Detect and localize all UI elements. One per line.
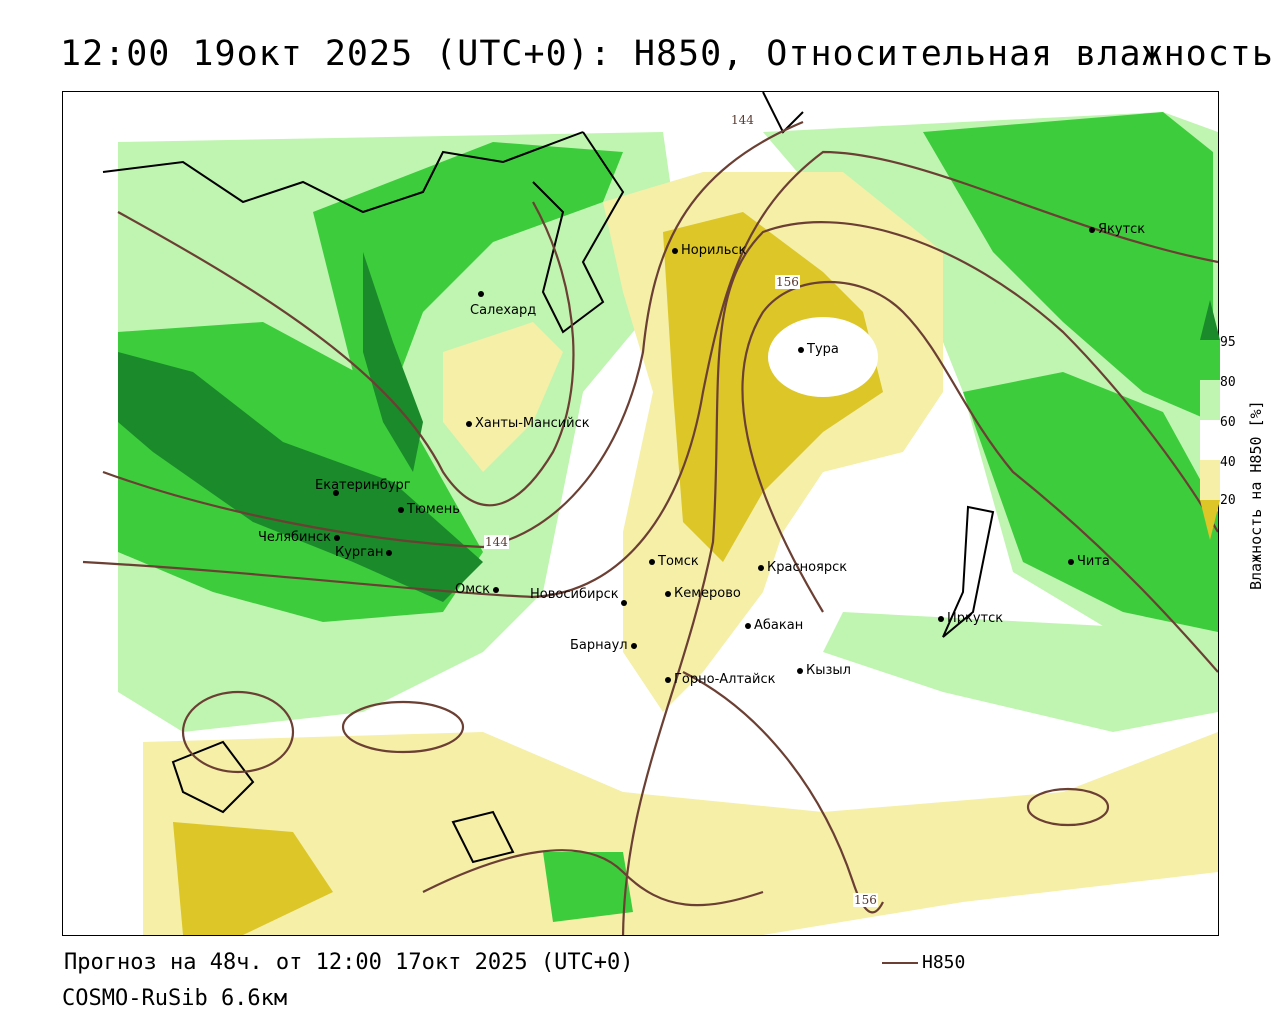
city-dot-icon <box>630 642 637 649</box>
city-marker <box>621 600 627 606</box>
city-label: Челябинск <box>258 530 332 545</box>
city-marker: Ханты-Мансийск <box>466 416 590 431</box>
colorbar-tick: 20 <box>1220 493 1236 508</box>
colorbar-tick: 95 <box>1220 335 1236 350</box>
city-marker: Екатеринбург <box>315 478 411 493</box>
city-dot-icon <box>334 534 341 541</box>
city-label: Кемерово <box>674 586 741 601</box>
city-label: Омск <box>455 582 491 597</box>
city-dot-icon <box>1068 558 1074 565</box>
model-name: COSMO-RuSib 6.6км <box>62 986 288 1011</box>
humidity-field <box>63 92 1218 935</box>
city-marker: Новосибирск <box>530 587 619 602</box>
map-area[interactable] <box>62 91 1219 936</box>
city-dot-icon <box>478 291 484 297</box>
colorbar-tick: 80 <box>1220 375 1236 390</box>
city-label: Якутск <box>1098 222 1146 237</box>
city-marker: Омск <box>455 582 500 597</box>
city-label: Иркутск <box>947 611 1004 626</box>
city-dot-icon <box>665 590 671 597</box>
colorbar-title: Влажность на H850 [%] <box>1247 400 1265 590</box>
city-marker: Тура <box>798 342 839 357</box>
city-marker: Кызыл <box>797 663 851 678</box>
city-label: Томск <box>658 554 699 569</box>
isoline-label: 156 <box>775 275 800 289</box>
city-marker: Томск <box>649 554 699 569</box>
city-dot-icon <box>649 558 655 565</box>
isoline-label: 144 <box>730 113 755 127</box>
city-marker <box>333 490 339 496</box>
city-dot-icon <box>938 615 944 622</box>
city-label: Барнаул <box>570 638 628 653</box>
forecast-info: Прогноз на 48ч. от 12:00 17окт 2025 (UTC… <box>64 950 634 975</box>
city-marker: Барнаул <box>570 638 637 653</box>
city-dot-icon <box>798 346 804 353</box>
city-label: Тура <box>807 342 839 357</box>
map-title: 12:00 19окт 2025 (UTC+0): H850, Относите… <box>60 34 1274 74</box>
city-dot-icon <box>1089 226 1095 233</box>
legend-label: H850 <box>922 952 966 973</box>
city-marker: Кемерово <box>665 586 741 601</box>
city-label: Екатеринбург <box>315 478 411 493</box>
city-dot-icon <box>665 676 671 683</box>
isoline-legend: H850 <box>882 952 965 973</box>
colorbar-tick: 60 <box>1220 415 1236 430</box>
colorbar <box>1200 300 1220 540</box>
city-marker <box>478 291 484 297</box>
city-label: Тюмень <box>407 502 460 517</box>
city-marker: Абакан <box>745 618 803 633</box>
colorbar-tick: 40 <box>1220 455 1236 470</box>
city-label-box: Салехард <box>470 303 536 318</box>
city-label: Ханты-Мансийск <box>475 416 590 431</box>
city-label: Красноярск <box>767 560 848 575</box>
city-label: Кызыл <box>806 663 851 678</box>
line-swatch-icon <box>882 961 918 964</box>
city-label: Чита <box>1077 554 1110 569</box>
city-dot-icon <box>398 506 404 513</box>
city-marker: Норильск <box>672 243 746 258</box>
city-label: Абакан <box>754 618 804 633</box>
city-label: Курган <box>335 545 384 560</box>
isoline-label: 144 <box>484 535 509 549</box>
city-dot-icon <box>758 564 764 571</box>
city-dot-icon <box>672 247 678 254</box>
city-marker: Горно-Алтайск <box>665 672 775 687</box>
city-marker: Красноярск <box>758 560 847 575</box>
city-marker: Челябинск <box>258 530 341 545</box>
city-dot-icon <box>386 549 393 556</box>
city-label: Новосибирск <box>530 587 619 602</box>
city-marker: Чита <box>1068 554 1110 569</box>
city-label: Салехард <box>470 303 537 318</box>
city-marker: Якутск <box>1089 222 1145 237</box>
city-dot-icon <box>797 667 803 674</box>
isoline-label: 156 <box>853 893 878 907</box>
city-marker: Тюмень <box>398 502 460 517</box>
city-marker: Иркутск <box>938 611 1003 626</box>
city-dot-icon <box>621 600 627 606</box>
city-label: Горно-Алтайск <box>674 672 776 687</box>
city-dot-icon <box>745 622 751 629</box>
city-dot-icon <box>493 586 500 593</box>
city-dot-icon <box>333 490 339 496</box>
city-label: Норильск <box>681 243 747 258</box>
city-marker: Курган <box>335 545 393 560</box>
city-dot-icon <box>466 420 472 427</box>
